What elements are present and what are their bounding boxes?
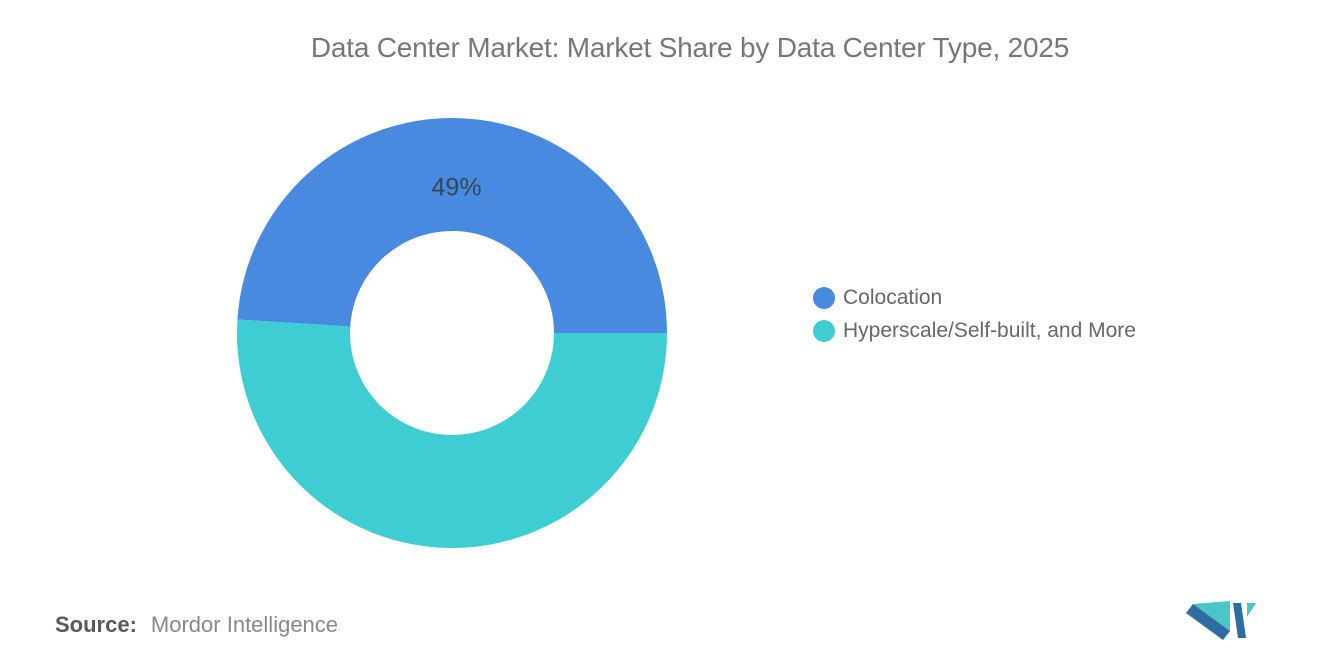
logo-blue-band (1186, 604, 1230, 640)
legend-label-hyperscale: Hyperscale/Self-built, and More (843, 318, 1136, 342)
donut-chart: 49% (232, 113, 672, 553)
legend-item-colocation[interactable]: Colocation (813, 281, 1136, 314)
source-name: Mordor Intelligence (150, 612, 339, 637)
logo-blue-bar (1233, 603, 1246, 638)
legend-item-hyperscale[interactable]: Hyperscale/Self-built, and More (813, 314, 1136, 347)
source-prefix: Source: (55, 612, 137, 637)
chart-title: Data Center Market: Market Share by Data… (310, 32, 1070, 63)
source-line: Source: Mordor Intelligence (55, 612, 338, 638)
logo-teal-wedge (1193, 601, 1230, 631)
logo-teal-triangle (1247, 603, 1256, 617)
legend-marker-colocation (813, 286, 835, 309)
mordor-intelligence-logo (1186, 600, 1256, 644)
pie-slice-0[interactable] (237, 118, 667, 333)
legend-marker-hyperscale (813, 319, 835, 342)
donut-svg (236, 118, 667, 549)
slice-data-label-0: 49% (431, 173, 482, 202)
mordor-logo-svg (1186, 601, 1256, 640)
legend: Colocation Hyperscale/Self-built, and Mo… (813, 281, 1136, 347)
legend-label-colocation: Colocation (843, 285, 943, 309)
pie-slice-1[interactable] (236, 319, 667, 549)
